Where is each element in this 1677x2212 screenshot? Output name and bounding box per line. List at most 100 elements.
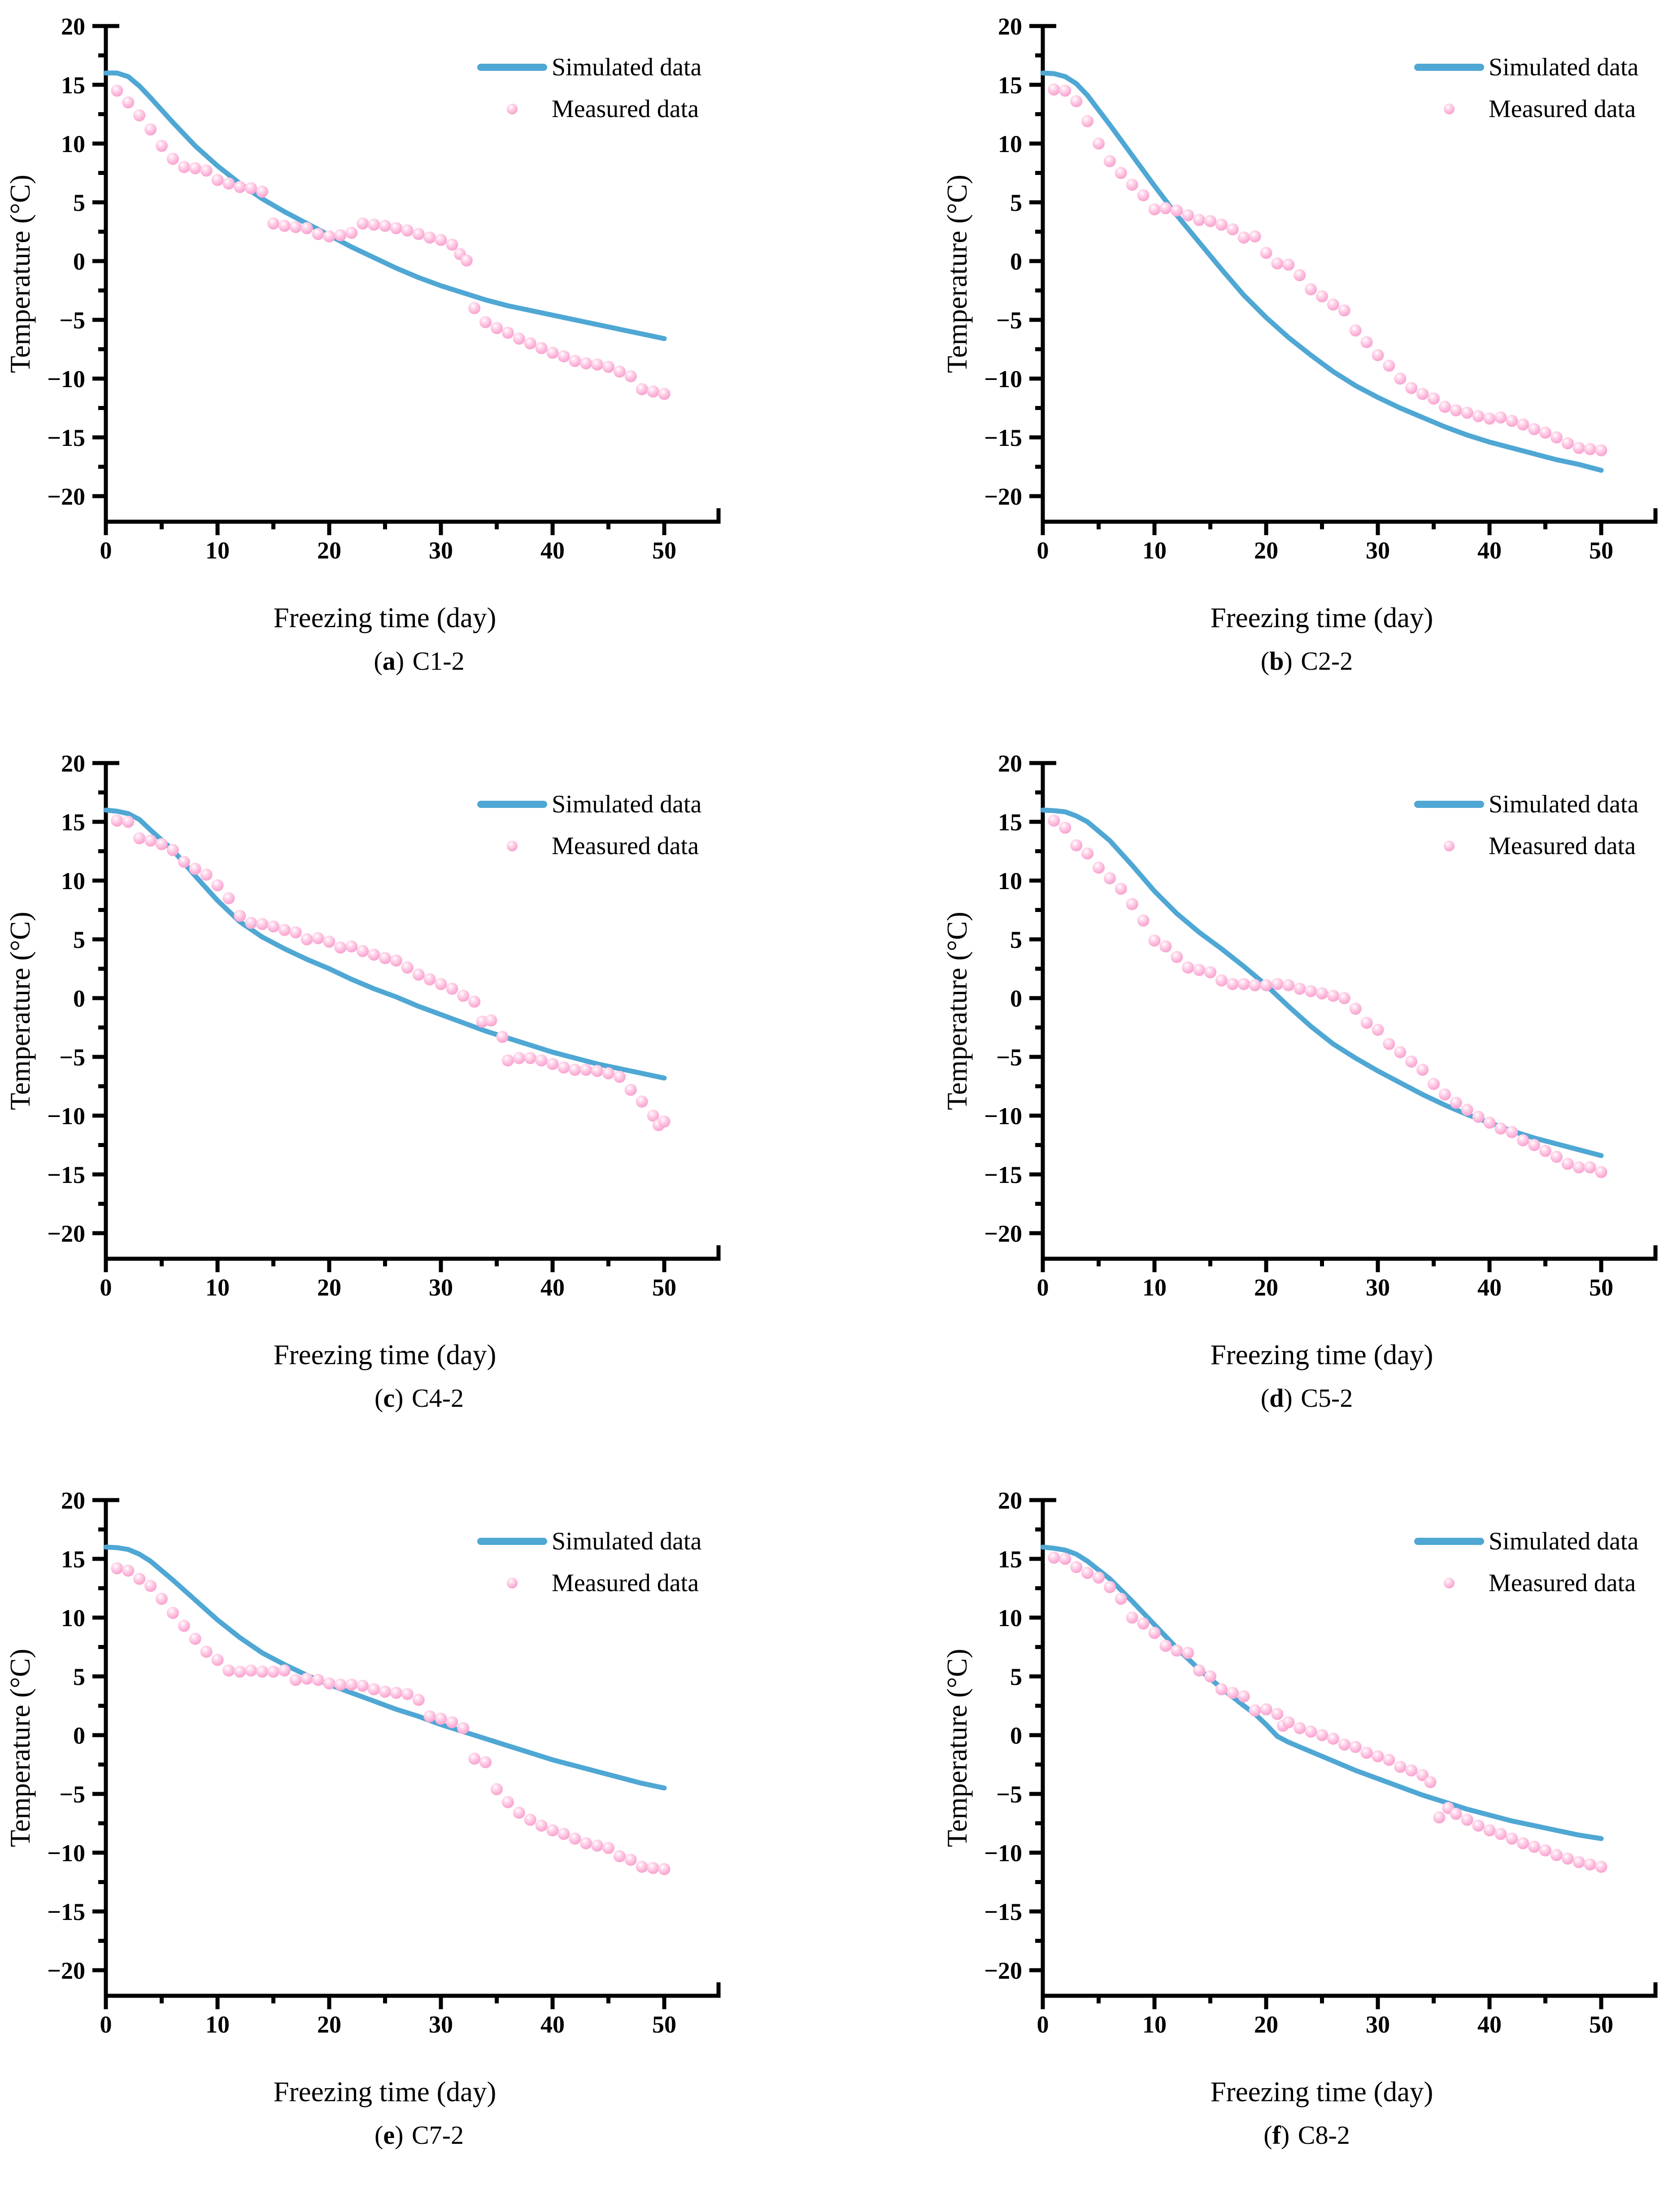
legend: Simulated data Measured data [1414,790,1639,860]
measured-point [1193,214,1206,226]
measured-point [1048,814,1060,827]
measured-point [1215,218,1228,231]
measured-point [301,222,313,235]
measured-point [479,316,492,328]
measured-point [357,1680,369,1692]
measured-point [1405,1056,1418,1068]
y-axis: −20 −15 −10 −5 0 5 10 15 20 [984,13,1043,510]
measured-point [1383,359,1395,372]
measured-point [122,1564,135,1577]
measured-point [1428,393,1440,405]
caption-open-paren: ( [375,1383,383,1413]
measured-point [624,370,637,383]
x-tick-label: 0 [100,2011,112,2038]
measured-point [1506,1832,1518,1845]
measured-point [401,961,414,974]
measured-point [613,365,626,378]
measured-point [211,879,224,891]
measured-point [1572,442,1585,454]
x-tick-label: 30 [1366,1274,1390,1301]
measured-point [1539,1844,1551,1857]
measured-point [1517,1134,1529,1147]
measured-point [558,1828,570,1840]
measured-point [1360,1746,1373,1759]
measured-point [1572,1856,1585,1868]
x-tick-label: 0 [100,537,112,564]
y-tick-label: −15 [47,1898,85,1925]
y-tick-label: −5 [996,1781,1022,1808]
measured-point [122,816,135,828]
measured-point [1081,1566,1094,1579]
measured-point [1070,1561,1083,1573]
x-axis: 0 10 20 30 40 50 [100,522,676,564]
y-tick-label: −5 [59,1044,85,1071]
measured-point [591,358,604,371]
y-tick-label: 5 [73,926,85,953]
x-axis: 0 10 20 30 40 50 [1037,1996,1613,2038]
measured-point [1294,269,1306,281]
legend-measured-swatch [507,104,518,114]
measured-point [401,224,414,237]
chart-d: −20 −15 −10 −5 0 5 10 15 20 0 10 20 30 40 50 Freezing t… [941,750,1658,1370]
x-axis-title: Freezing time (day) [1211,1339,1433,1370]
measured-point [1115,167,1127,179]
measured-point [189,1632,201,1645]
measured-point [468,1752,481,1765]
measured-point [1528,1841,1541,1853]
measured-point [222,177,235,190]
measured-point [267,920,279,933]
measured-point [289,221,302,233]
caption-c: (c) C4-2 [0,1383,838,1413]
measured-point [1148,1627,1161,1639]
measured-point [591,1065,604,1077]
caption-open-paren: ( [1260,646,1270,676]
measured-point [1204,215,1216,227]
measured-point [245,916,257,929]
measured-point [1093,1571,1105,1584]
x-tick-label: 10 [205,1274,230,1301]
y-tick-label: 20 [61,1487,85,1514]
measured-point [468,302,481,314]
legend-simulated-label: Simulated data [552,53,702,81]
x-axis-title: Freezing time (day) [274,2076,497,2107]
measured-point [1561,1157,1574,1170]
caption-open-paren: ( [1263,2120,1272,2150]
y-tick-label: 20 [61,13,85,40]
measured-point [1472,1111,1485,1123]
measured-point [412,228,425,240]
y-tick-label: 5 [1010,926,1022,953]
measured-point [1483,412,1496,425]
measured-point [535,1054,548,1067]
chart-f: −20 −15 −10 −5 0 5 10 15 20 0 10 20 30 40 50 Freezing t… [941,1487,1658,2107]
measured-point [133,109,146,122]
measured-point [1450,1808,1462,1820]
measured-point [524,1052,536,1065]
measured-point [1584,1161,1596,1174]
measured-point [1438,401,1451,413]
chart-c: −20 −15 −10 −5 0 5 10 15 20 0 10 20 30 40 50 Freezing t… [4,750,721,1370]
measured-points [1048,814,1607,1178]
simulated-line [1040,1544,1604,1841]
caption-close-paren: ) [1281,2120,1290,2150]
measured-point [602,1842,614,1854]
y-tick-label: 15 [61,1546,85,1573]
measured-point [485,1014,497,1027]
measured-point [1137,1617,1150,1630]
y-tick-label: −15 [984,1161,1022,1188]
caption-letter: e [383,2120,395,2150]
measured-point [323,230,335,243]
measured-point [647,385,659,398]
measured-point [569,355,581,367]
y-tick-label: 0 [73,985,85,1012]
measured-point [1383,1038,1395,1050]
measured-point [501,1796,514,1808]
measured-point [1249,230,1261,243]
measured-point [636,383,648,396]
caption-f: (f) C8-2 [838,2120,1677,2150]
measured-point [1416,1064,1429,1076]
measured-point [1294,982,1306,995]
measured-point [178,855,190,868]
measured-point [200,868,213,881]
measured-point [1182,961,1194,974]
measured-point [1159,202,1172,214]
